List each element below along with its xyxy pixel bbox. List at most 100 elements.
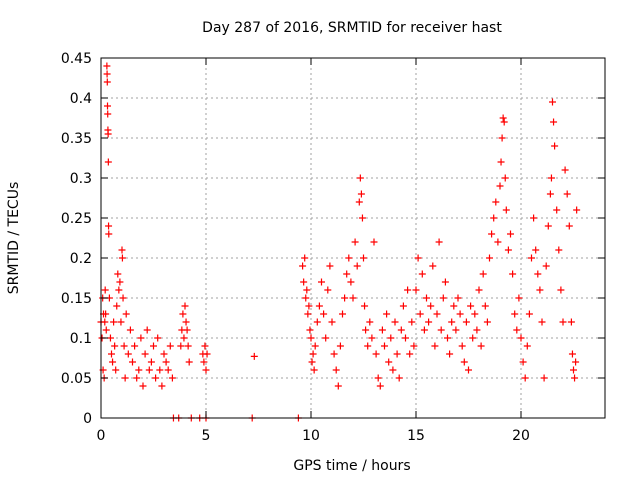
data-point bbox=[368, 334, 376, 342]
data-point bbox=[481, 302, 489, 310]
data-point bbox=[383, 310, 391, 318]
data-point bbox=[162, 358, 170, 366]
data-point bbox=[104, 110, 112, 118]
data-point bbox=[202, 366, 210, 374]
data-point bbox=[351, 238, 359, 246]
data-point bbox=[105, 230, 113, 238]
data-point bbox=[389, 366, 397, 374]
data-point bbox=[118, 254, 126, 262]
data-point bbox=[179, 310, 187, 318]
data-point bbox=[473, 326, 481, 334]
data-point bbox=[143, 326, 151, 334]
data-point bbox=[102, 326, 110, 334]
data-points bbox=[97, 62, 581, 422]
data-point bbox=[452, 326, 460, 334]
data-point bbox=[103, 62, 111, 70]
data-point bbox=[302, 294, 310, 302]
data-point bbox=[465, 366, 472, 374]
data-point bbox=[497, 158, 505, 166]
data-point bbox=[181, 302, 189, 310]
data-point bbox=[525, 310, 533, 318]
data-point bbox=[334, 382, 342, 390]
data-point bbox=[553, 206, 561, 214]
data-point bbox=[360, 254, 367, 262]
data-point bbox=[324, 286, 332, 294]
data-point bbox=[544, 222, 552, 230]
data-point bbox=[490, 214, 498, 222]
y-tick-label: 0.35 bbox=[61, 131, 92, 147]
y-tick-label: 0.15 bbox=[61, 291, 92, 307]
data-point bbox=[109, 358, 117, 366]
data-point bbox=[102, 310, 110, 318]
data-point bbox=[129, 358, 136, 366]
y-tick-label: 0.2 bbox=[70, 251, 92, 267]
data-point bbox=[370, 238, 378, 246]
data-point bbox=[103, 70, 111, 78]
data-point bbox=[307, 334, 315, 342]
data-point bbox=[467, 302, 475, 310]
data-point bbox=[112, 366, 120, 374]
data-point bbox=[113, 302, 121, 310]
data-point bbox=[399, 302, 407, 310]
data-point bbox=[448, 318, 456, 326]
data-point bbox=[534, 270, 542, 278]
data-point bbox=[488, 230, 496, 238]
chart-title: Day 287 of 2016, SRMTID for receiver has… bbox=[202, 20, 502, 36]
data-point bbox=[347, 278, 355, 286]
data-point bbox=[119, 294, 127, 302]
data-point bbox=[357, 190, 365, 198]
data-point bbox=[105, 222, 113, 230]
axis-ticks: 0 0.05 0.1 0.15 0.2 0.25 0.3 0.35 0.4 0.45 0 5 10 15 2… bbox=[61, 51, 605, 444]
data-point bbox=[104, 130, 112, 138]
data-point bbox=[137, 334, 145, 342]
data-point bbox=[387, 334, 395, 342]
data-point bbox=[528, 254, 535, 262]
data-point bbox=[318, 278, 325, 286]
data-point bbox=[521, 374, 529, 382]
data-point bbox=[416, 310, 424, 318]
data-point bbox=[141, 350, 149, 358]
data-point bbox=[501, 174, 509, 182]
data-point bbox=[402, 334, 409, 342]
data-point bbox=[385, 358, 393, 366]
data-point bbox=[150, 342, 157, 350]
data-point bbox=[341, 294, 349, 302]
data-point bbox=[496, 182, 504, 190]
data-point bbox=[479, 270, 487, 278]
data-point bbox=[305, 302, 313, 310]
data-point bbox=[469, 334, 477, 342]
data-point bbox=[551, 142, 559, 150]
y-tick-label: 0.1 bbox=[70, 331, 92, 347]
data-point bbox=[568, 350, 576, 358]
data-point bbox=[492, 198, 500, 206]
data-point bbox=[395, 374, 403, 382]
data-point bbox=[145, 366, 153, 374]
data-point bbox=[166, 342, 174, 350]
x-tick-label: 15 bbox=[407, 428, 425, 444]
data-point bbox=[101, 286, 109, 294]
data-point bbox=[565, 222, 573, 230]
y-tick-label: 0.4 bbox=[70, 91, 92, 107]
data-point bbox=[391, 318, 399, 326]
data-point bbox=[313, 318, 321, 326]
data-point bbox=[494, 238, 502, 246]
data-point bbox=[326, 262, 334, 270]
data-point bbox=[315, 302, 323, 310]
data-point bbox=[425, 318, 433, 326]
data-point bbox=[532, 246, 540, 254]
data-point bbox=[168, 374, 176, 382]
data-point bbox=[509, 270, 517, 278]
data-point bbox=[372, 350, 380, 358]
data-point bbox=[355, 198, 363, 206]
data-point bbox=[250, 352, 258, 360]
data-point bbox=[538, 318, 546, 326]
data-point bbox=[201, 342, 209, 350]
data-point bbox=[483, 318, 491, 326]
data-point bbox=[437, 326, 445, 334]
data-point bbox=[158, 382, 166, 390]
data-point bbox=[116, 278, 124, 286]
data-point bbox=[513, 326, 521, 334]
data-point bbox=[300, 278, 308, 286]
data-point bbox=[349, 294, 357, 302]
data-point bbox=[536, 286, 544, 294]
